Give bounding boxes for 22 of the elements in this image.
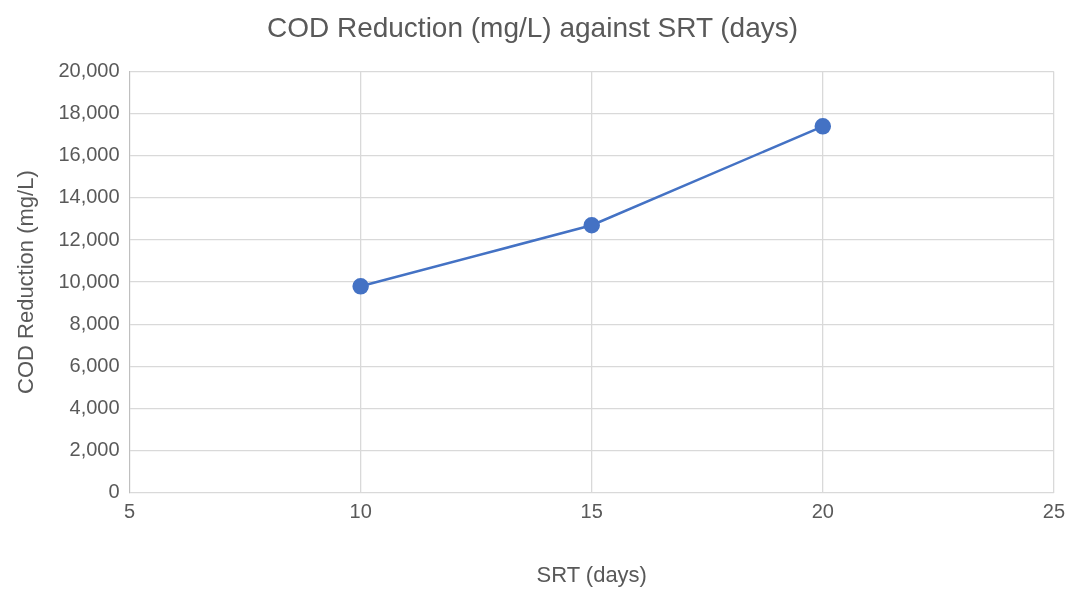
y-tick-label: 0	[108, 480, 120, 503]
x-axis-title: SRT (days)	[536, 561, 647, 587]
y-tick-label: 8,000	[69, 311, 120, 334]
y-tick-label: 12,000	[58, 227, 120, 250]
y-axis-title: COD Reduction (mg/L)	[13, 170, 39, 394]
y-tick-label: 6,000	[69, 353, 120, 376]
point	[583, 217, 600, 234]
y-tick-label: 20,000	[58, 59, 120, 82]
point	[352, 278, 369, 295]
y-tick-label: 16,000	[58, 143, 120, 166]
y-tick-label: 10,000	[58, 269, 120, 292]
x-tick-label: 20	[811, 500, 834, 523]
x-tick-label: 10	[349, 500, 372, 523]
y-tick-label: 14,000	[58, 185, 120, 208]
x-tick-label: 5	[124, 500, 136, 523]
x-tick-label: 15	[580, 500, 603, 523]
y-tick-label: 18,000	[58, 101, 120, 124]
point	[814, 118, 832, 135]
y-tick-label: 2,000	[69, 438, 120, 461]
x-tick-label: 25	[1042, 500, 1065, 523]
y-tick-label: 4,000	[69, 395, 120, 418]
chart-title: COD Reduction (mg/L) against SRT (days)	[266, 11, 799, 43]
